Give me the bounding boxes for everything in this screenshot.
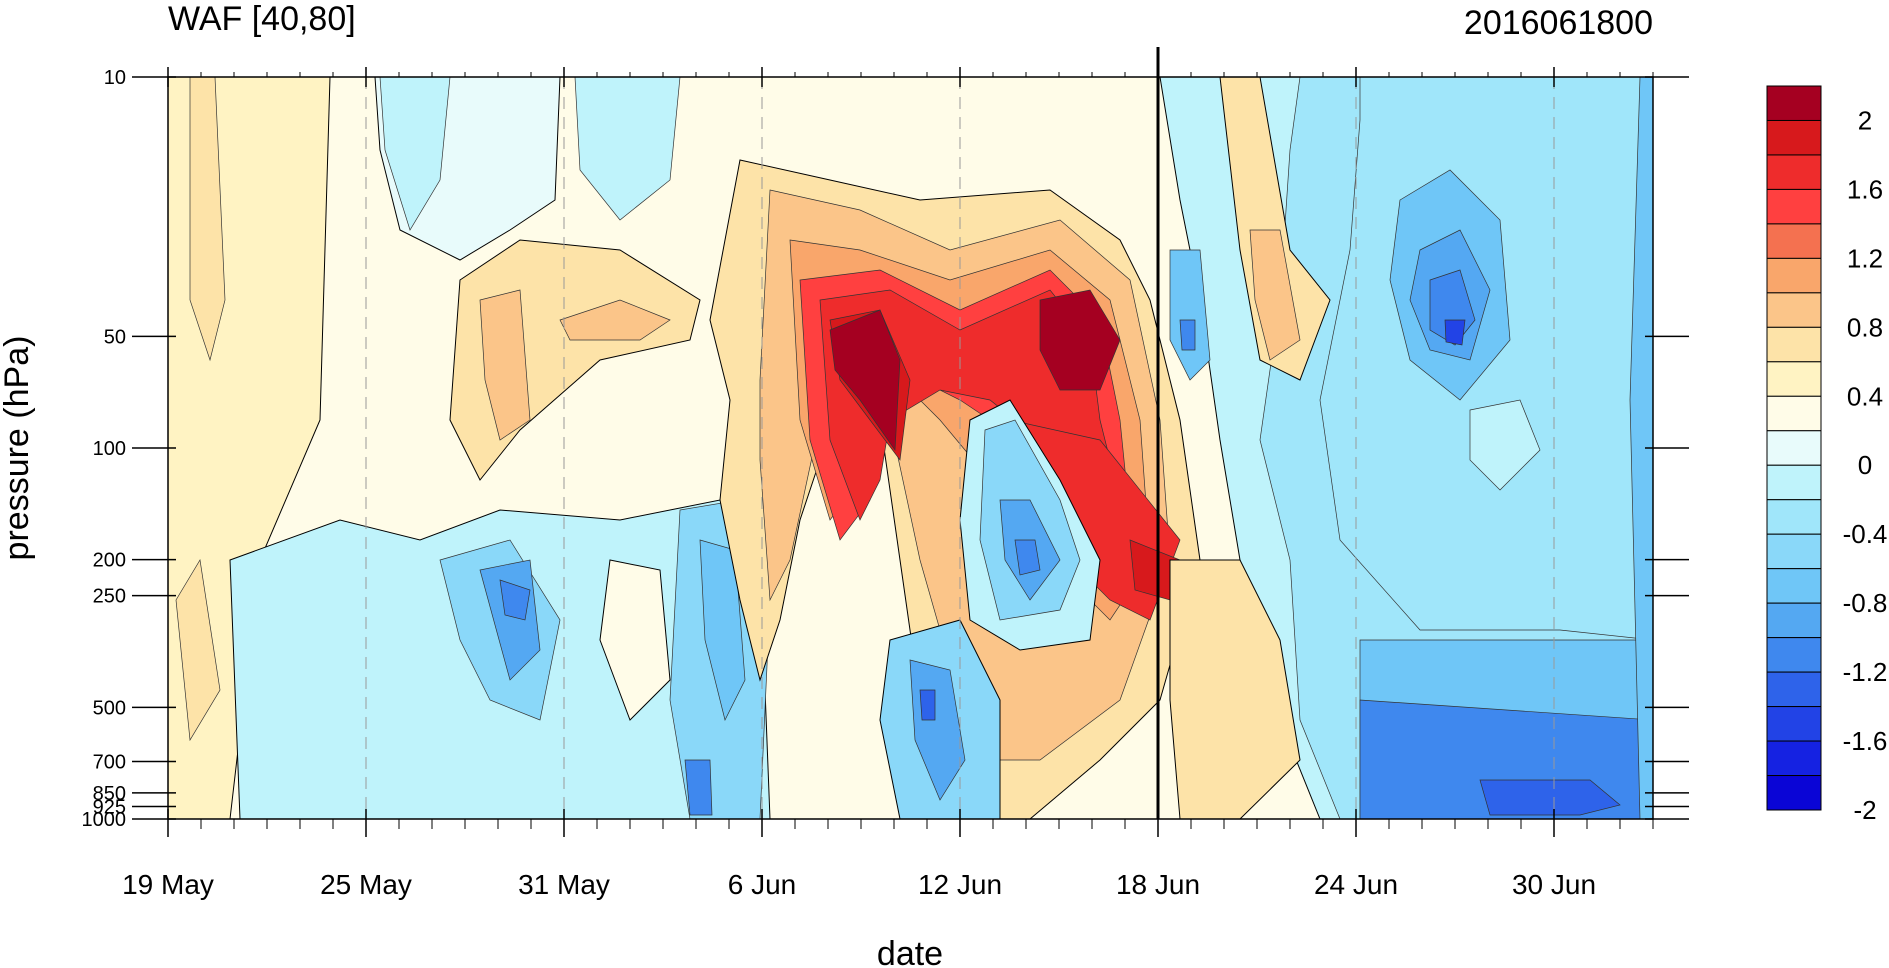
y-tick-label: 925 [93, 796, 126, 818]
y-tick-label: 1000 [82, 809, 127, 831]
y-tick-label: 50 [104, 326, 126, 348]
colorbar-swatch [1766, 464, 1822, 501]
colorbar-label: -1.2 [1843, 657, 1888, 687]
colorbar-label: -0.4 [1843, 519, 1888, 549]
y-tick-label: 850 [93, 783, 126, 805]
colorbar-label: 0 [1858, 450, 1872, 480]
colorbar-swatch [1766, 154, 1822, 190]
x-tick-label: 18 Jun [1116, 869, 1200, 900]
y-axis-label: pressure (hPa) [0, 336, 36, 561]
y-tick-label: 200 [93, 550, 126, 572]
colorbar-label: 0.4 [1847, 381, 1883, 411]
colorbar-swatch [1766, 292, 1822, 328]
colorbar-swatch [1766, 568, 1822, 604]
y-tick-label: 500 [93, 697, 126, 719]
colorbar-swatch [1766, 671, 1822, 708]
x-axis: 19 May 25 May 31 May 6 Jun 12 Jun 18 Jun 24 Ju… [122, 67, 1654, 900]
x-tick-label: 25 May [320, 869, 412, 900]
colorbar-swatch [1766, 119, 1822, 156]
colorbar: 2 1.6 1.2 0.8 0.4 0 -0.4 -0.8 -1.2 -1.6 -2 [1766, 85, 1888, 825]
colorbar-swatch [1766, 361, 1822, 397]
x-tick-label: 12 Jun [918, 869, 1002, 900]
colorbar-label: 2 [1858, 105, 1872, 135]
colorbar-swatch [1766, 637, 1822, 673]
colorbar-swatch [1766, 602, 1822, 639]
colorbar-swatch [1766, 775, 1822, 811]
colorbar-swatch [1766, 188, 1822, 225]
colorbar-swatch [1766, 223, 1822, 259]
colorbar-swatch [1766, 326, 1822, 363]
colorbar-swatch [1766, 533, 1822, 570]
colorbar-swatch [1766, 430, 1822, 466]
x-tick-label: 24 Jun [1314, 869, 1398, 900]
y-tick-label: 250 [93, 586, 126, 608]
colorbar-swatch [1766, 257, 1822, 294]
colorbar-label: -1.6 [1843, 726, 1888, 756]
x-tick-label: 31 May [518, 869, 610, 900]
colorbar-label: 1.2 [1847, 243, 1883, 273]
colorbar-label: 0.8 [1847, 312, 1883, 342]
y-tick-label: 100 [93, 438, 126, 460]
colorbar-swatch [1766, 740, 1822, 777]
x-tick-label: 30 Jun [1512, 869, 1596, 900]
chart-title: WAF [40,80] [168, 0, 356, 38]
x-tick-label: 19 May [122, 869, 214, 900]
x-axis-label: date [877, 935, 943, 968]
colorbar-swatch [1766, 85, 1822, 121]
colorbar-swatch [1766, 499, 1822, 535]
colorbar-label: 1.6 [1847, 174, 1883, 204]
y-tick-label: 10 [104, 67, 126, 89]
colorbar-label: -0.8 [1843, 588, 1888, 618]
colorbar-label: -2 [1853, 795, 1876, 825]
chart-timestamp: 2016061800 [1464, 4, 1653, 42]
colorbar-swatch [1766, 395, 1822, 432]
colorbar-swatch [1766, 706, 1822, 742]
y-tick-label: 700 [93, 752, 126, 774]
x-tick-label: 6 Jun [728, 869, 797, 900]
contour-field [168, 77, 1653, 819]
